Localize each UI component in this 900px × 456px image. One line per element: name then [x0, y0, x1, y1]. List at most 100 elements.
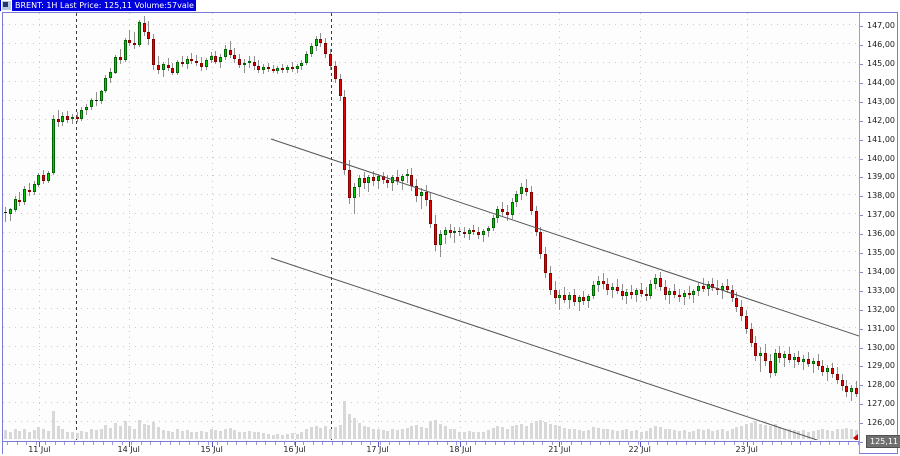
time-axis-tick-minor [839, 442, 840, 445]
candle-wick [487, 225, 489, 237]
candle-body-up [367, 177, 371, 184]
volume-bar [109, 427, 113, 439]
time-axis-tick-minor [322, 442, 323, 445]
candle-body-down [66, 115, 70, 120]
candle-body-up [99, 91, 103, 101]
price-plot-area[interactable] [3, 13, 859, 440]
volume-bar [673, 430, 677, 439]
gridline-vertical [295, 13, 296, 440]
volume-bar [214, 430, 218, 439]
gridline-horizontal [3, 24, 859, 25]
time-axis-tick-minor [284, 442, 285, 445]
volume-bar [558, 426, 562, 439]
time-axis-tick-minor [55, 442, 56, 445]
volume-bar [529, 422, 533, 439]
gridline-horizontal [3, 43, 859, 44]
candle-body-down [372, 177, 376, 182]
time-axis-tick-minor [628, 442, 629, 445]
volume-bar [391, 429, 395, 439]
candle-body-up [47, 172, 51, 182]
volume-bar [443, 426, 447, 439]
price-axis[interactable]: 147,00 146,00 145,00 144,00 143,00 142,00 141,… [859, 13, 900, 453]
time-axis-tick-minor [170, 442, 171, 445]
candle-body-down [534, 211, 538, 233]
time-axis-tick-major [39, 442, 40, 447]
candle-body-up [515, 194, 519, 202]
time-axis-tick-minor [504, 442, 505, 445]
candle-body-down [118, 57, 122, 61]
gridline-vertical [559, 13, 560, 440]
time-axis-tick-minor [93, 442, 94, 445]
price-axis-tick [860, 26, 863, 28]
time-axis-tick-minor [600, 442, 601, 445]
volume-bar [735, 427, 739, 439]
time-axis-tick-minor [332, 442, 333, 445]
candle-body-up [23, 188, 27, 202]
volume-bar [611, 430, 615, 439]
candle-body-down [171, 67, 175, 73]
volume-bar [400, 428, 404, 439]
gridline-horizontal [3, 251, 859, 252]
gridline-horizontal [3, 81, 859, 82]
volume-bar [252, 431, 256, 439]
volume-bar [204, 431, 208, 439]
candle-body-up [113, 57, 117, 73]
volume-bar [654, 426, 658, 439]
candle-body-up [262, 66, 266, 70]
volume-bar [195, 432, 199, 439]
time-axis[interactable]: 11 Jul 14 Jul 15 Jul 16 Jul 17 Jul 18 Jul 21 J… [3, 441, 859, 454]
price-axis-label: 127,00 [867, 399, 895, 409]
volume-bar [835, 429, 839, 439]
candle-wick [626, 288, 628, 304]
window-titlebar[interactable]: BRENT: 1H Last Price: 125,11 Volume:57va… [0, 0, 196, 11]
candle-body-down [544, 253, 548, 273]
candle-body-down [754, 342, 758, 356]
candle-body-up [453, 231, 457, 234]
volume-bar [677, 430, 681, 439]
volume-bar [826, 430, 830, 439]
volume-bar [219, 430, 223, 439]
candle-body-down [601, 281, 605, 285]
time-axis-tick-minor [619, 442, 620, 445]
volume-bar [228, 427, 232, 439]
volume-bar [386, 430, 390, 439]
upper-channel-line[interactable] [270, 138, 859, 338]
time-axis-tick-minor [686, 442, 687, 445]
volume-bar [300, 432, 304, 439]
candle-body-down [563, 294, 567, 301]
candle-body-up [8, 209, 12, 215]
volume-bar [133, 428, 137, 439]
gridline-horizontal [3, 119, 859, 120]
candle-body-down [644, 293, 648, 297]
candle-wick [396, 169, 398, 185]
price-axis-label: 141,00 [867, 134, 895, 144]
volume-bar [754, 421, 758, 439]
time-axis-tick-minor [303, 442, 304, 445]
time-axis-tick-minor [26, 442, 27, 445]
candle-body-down [539, 232, 543, 254]
candle-body-down [477, 232, 481, 235]
volume-bar [548, 423, 552, 439]
candle-body-up [634, 289, 638, 296]
candle-body-down [348, 169, 352, 199]
candle-body-up [443, 230, 447, 235]
lower-channel-line[interactable] [270, 257, 859, 440]
volume-bar [233, 430, 237, 439]
candle-wick [702, 278, 704, 292]
candle-body-up [300, 63, 304, 66]
time-axis-tick-minor [74, 442, 75, 445]
candle-body-up [611, 286, 615, 290]
volume-bar [577, 430, 581, 439]
volume-bar [568, 428, 572, 439]
candle-body-down [190, 59, 194, 62]
candle-wick [616, 279, 618, 294]
candle-body-down [458, 231, 462, 233]
volume-bar [716, 430, 720, 439]
price-axis-label: 144,00 [867, 78, 895, 88]
candle-body-down [343, 97, 347, 170]
session-divider [331, 13, 332, 440]
candle-body-up [697, 286, 701, 291]
volume-bar [156, 427, 160, 439]
time-axis-tick-minor [581, 442, 582, 445]
price-axis-tick [860, 253, 863, 255]
